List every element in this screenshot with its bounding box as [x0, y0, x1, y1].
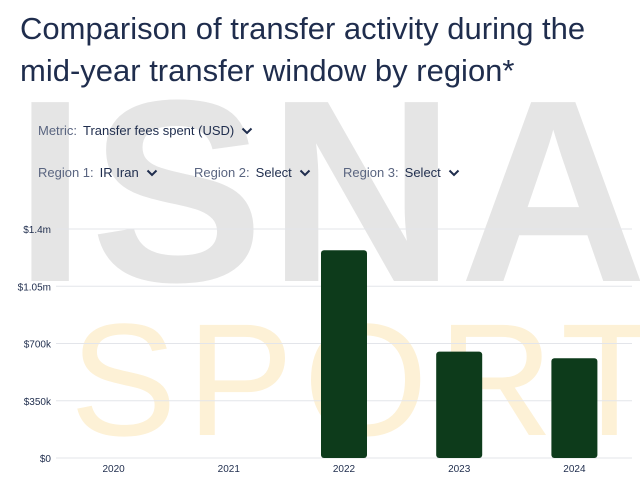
- y-tick-label: $1.4m: [23, 225, 51, 236]
- chevron-down-icon: [146, 169, 157, 176]
- page-title: Comparison of transfer activity during t…: [20, 11, 586, 88]
- metric-value: Transfer fees spent (USD): [83, 123, 235, 138]
- bar[interactable]: [321, 250, 367, 458]
- y-tick-label: $1.05m: [18, 282, 51, 293]
- metric-select[interactable]: Metric: Transfer fees spent (USD): [38, 123, 253, 138]
- bar[interactable]: [551, 358, 598, 458]
- y-tick-label: $0: [40, 454, 52, 465]
- chevron-down-icon: [448, 169, 460, 176]
- metric-label: Metric:: [38, 123, 77, 138]
- bar[interactable]: [436, 351, 483, 458]
- bar-chart: $0 $350k $700k $1.05m $1.4m 2020 2021 2022 2023 2…: [18, 225, 632, 475]
- y-tick-label: $350k: [24, 397, 52, 408]
- y-tick-label: $700k: [24, 340, 52, 351]
- x-tick-label: 2020: [102, 464, 125, 475]
- region1-select[interactable]: Region 1: IR Iran: [38, 165, 158, 180]
- region2-label: Region 2:: [194, 165, 250, 180]
- x-tick-label: 2021: [218, 464, 241, 475]
- region1-value: IR Iran: [99, 165, 139, 180]
- region3-select[interactable]: Region 3: Select: [343, 165, 460, 180]
- region1-label: Region 1:: [38, 165, 94, 180]
- chevron-down-icon: [242, 127, 253, 134]
- region3-value: Select: [404, 165, 441, 180]
- x-tick-label: 2024: [563, 464, 586, 475]
- x-tick-label: 2023: [448, 464, 471, 475]
- region2-value: Select: [255, 165, 292, 180]
- x-tick-label: 2022: [333, 464, 356, 475]
- region2-select[interactable]: Region 2: Select: [194, 165, 311, 180]
- chevron-down-icon: [299, 169, 311, 176]
- region3-label: Region 3:: [343, 165, 399, 180]
